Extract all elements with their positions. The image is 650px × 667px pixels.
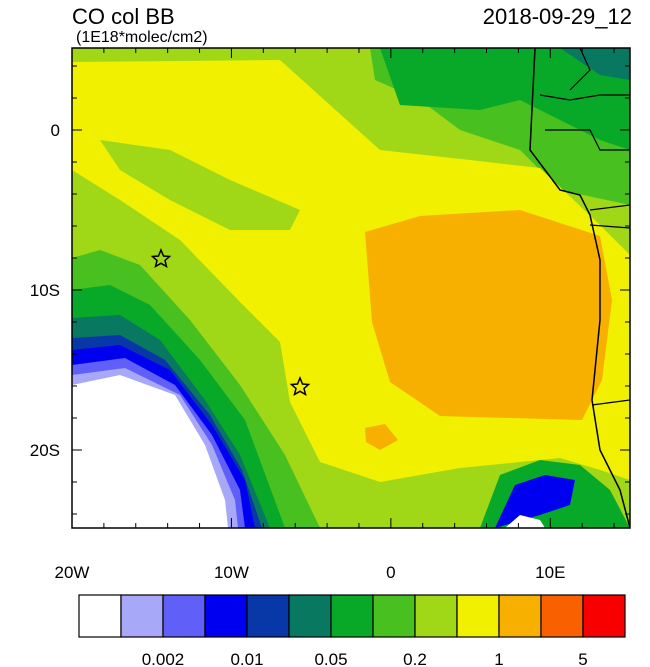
colorbar-box bbox=[540, 594, 584, 638]
colorbar: 0.002 0.01 0.05 0.2 1 5 bbox=[78, 594, 626, 667]
colorbar-box bbox=[120, 594, 164, 638]
colorbar-label: 0.01 bbox=[230, 650, 263, 667]
x-tick-label: 10E bbox=[535, 563, 565, 582]
colorbar-label: 0.2 bbox=[403, 650, 427, 667]
x-tick-label: 10W bbox=[214, 563, 249, 582]
colorbar-label: 0.05 bbox=[314, 650, 347, 667]
colorbar-box bbox=[78, 594, 122, 638]
ticks: 20W 10W 0 10E 0 10S 20S bbox=[30, 48, 630, 582]
colorbar-label: 1 bbox=[494, 650, 503, 667]
colorbar-box bbox=[372, 594, 416, 638]
colorbar-box bbox=[498, 594, 542, 638]
plot-frame bbox=[71, 47, 631, 529]
colorbar-label: 0.002 bbox=[142, 650, 185, 667]
date: 2018-09-29_12 bbox=[483, 4, 632, 29]
y-tick-label: 0 bbox=[51, 121, 60, 140]
y-tick-label: 10S bbox=[30, 281, 60, 300]
colorbar-box bbox=[162, 594, 206, 638]
colorbar-box bbox=[582, 594, 626, 638]
colorbar-box bbox=[330, 594, 374, 638]
colorbar-box bbox=[456, 594, 500, 638]
y-tick-label: 20S bbox=[30, 441, 60, 460]
colorbar-label: 5 bbox=[578, 650, 587, 667]
title: CO col BB bbox=[72, 4, 175, 29]
colorbar-box bbox=[414, 594, 458, 638]
x-tick-label: 0 bbox=[386, 563, 395, 582]
colorbar-box bbox=[288, 594, 332, 638]
x-tick-label: 20W bbox=[55, 563, 90, 582]
colorbar-box bbox=[204, 594, 248, 638]
units: (1E18*molec/cm2) bbox=[76, 29, 208, 46]
colorbar-box bbox=[246, 594, 290, 638]
field bbox=[72, 48, 630, 528]
